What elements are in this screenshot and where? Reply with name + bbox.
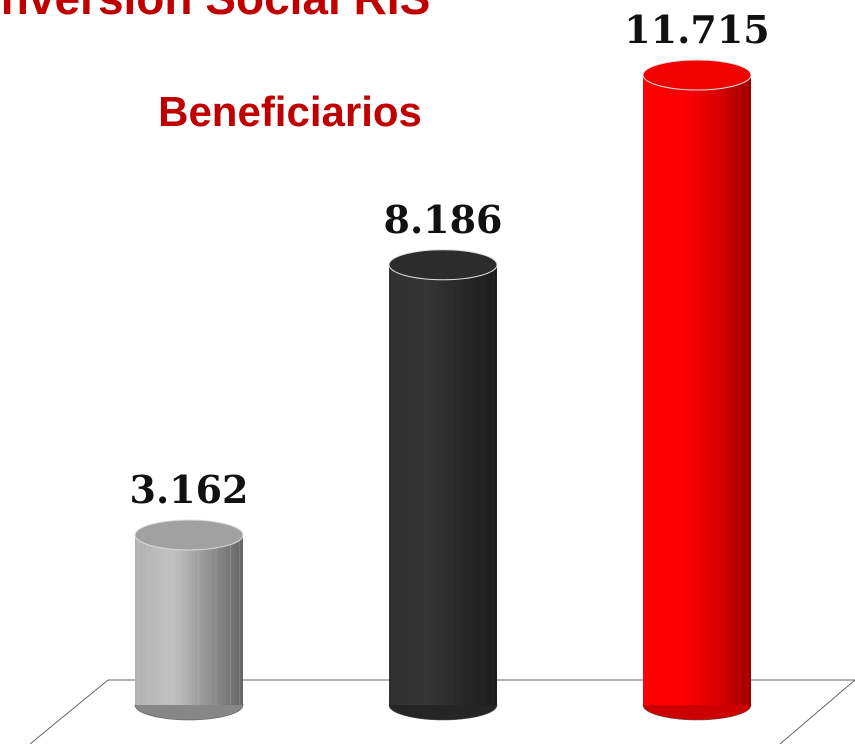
floor-edge [29, 679, 109, 744]
bar [389, 264, 497, 705]
chart-title: Inversión Social RIS [0, 0, 430, 24]
cylinder-top [642, 59, 752, 91]
floor-edge [779, 679, 855, 744]
bar [643, 75, 751, 705]
bar [135, 534, 243, 705]
cylinder-top [388, 249, 498, 281]
chart-subtitle: Beneficiarios [158, 88, 422, 135]
cylinder-top [134, 519, 244, 551]
value-label: 8.186 [384, 197, 503, 242]
value-label: 3.162 [130, 467, 249, 512]
value-label: 11.715 [624, 7, 769, 52]
